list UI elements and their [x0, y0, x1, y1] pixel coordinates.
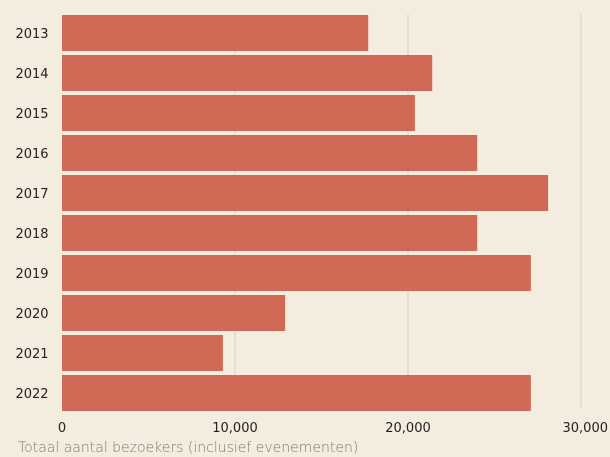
x-tick-label: 10,000 [212, 421, 258, 436]
bar-2021 [62, 335, 223, 371]
bar-2017 [62, 175, 549, 211]
y-tick-label: 2021 [15, 347, 48, 362]
bar-2020 [62, 295, 286, 331]
y-tick-label: 2022 [15, 387, 48, 402]
y-tick-label: 2017 [15, 187, 48, 202]
bar-2013 [62, 15, 369, 51]
bar-2019 [62, 255, 531, 291]
bar-2022 [62, 375, 531, 411]
bars [62, 15, 549, 411]
y-tick-label: 2020 [15, 307, 48, 322]
y-axis-labels: 2013 2014 2015 2016 2017 2018 2019 2020 2021 2022 [15, 27, 48, 402]
bar-2018 [62, 215, 478, 251]
y-tick-label: 2018 [15, 227, 48, 242]
bar-2014 [62, 55, 433, 91]
y-tick-label: 2014 [15, 67, 48, 82]
bar-2015 [62, 95, 415, 131]
y-tick-label: 2015 [15, 107, 48, 122]
x-tick-label: 30,000 [563, 421, 609, 436]
x-axis-title: Totaal aantal bezoekers (inclusief evene… [18, 440, 358, 456]
bar-2016 [62, 135, 478, 171]
y-tick-label: 2013 [15, 27, 48, 42]
y-tick-label: 2019 [15, 267, 48, 282]
x-tick-label: 20,000 [385, 421, 431, 436]
y-tick-label: 2016 [15, 147, 48, 162]
x-axis-labels: 0 10,000 20,000 30,000 [58, 421, 608, 436]
x-tick-label: 0 [58, 421, 66, 436]
